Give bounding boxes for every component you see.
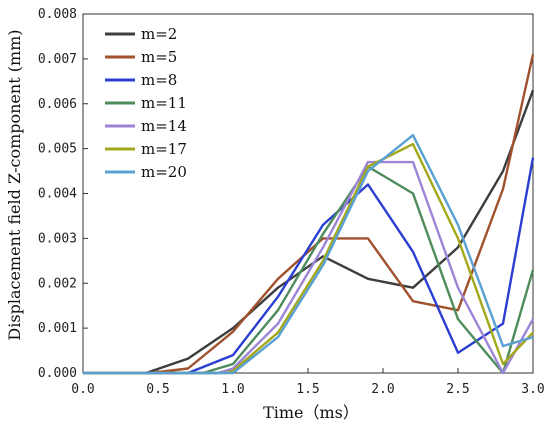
x-tick-label: 1.5 — [296, 382, 319, 397]
legend-label: m=20 — [141, 163, 187, 181]
x-tick-label: 2.5 — [446, 382, 469, 397]
x-tick-label: 0.0 — [71, 382, 94, 397]
y-tick-label: 0.000 — [38, 366, 77, 381]
legend-label: m=2 — [141, 25, 177, 43]
y-tick-label: 0.004 — [38, 187, 77, 202]
y-tick-label: 0.008 — [38, 7, 77, 22]
legend-label: m=5 — [141, 48, 177, 66]
series-line-m-8 — [83, 157, 535, 375]
legend-label: m=14 — [141, 117, 187, 135]
x-tick-label: 3.0 — [521, 382, 544, 397]
series-line-m-14 — [83, 160, 535, 375]
y-axis-label: Displacement field Z-component (mm) — [5, 29, 24, 340]
y-tick-label: 0.006 — [38, 97, 77, 112]
series-line-m-11 — [83, 165, 535, 375]
x-tick-label: 2.0 — [371, 382, 394, 397]
plot-frame — [82, 13, 534, 374]
x-axis-label: Time（ms） — [263, 403, 359, 422]
y-tick-label: 0.007 — [38, 52, 77, 67]
y-tick-label: 0.002 — [38, 276, 77, 291]
legend-label: m=17 — [141, 140, 187, 158]
series-line-m-5 — [83, 54, 535, 375]
y-tick-label: 0.005 — [38, 142, 77, 157]
y-tick-label: 0.001 — [38, 321, 77, 336]
series-line-m-20 — [83, 133, 534, 375]
x-tick-label: 0.5 — [146, 382, 169, 397]
x-tick-label: 1.0 — [221, 382, 244, 397]
series-line-m-2 — [83, 89, 535, 375]
legend-label: m=11 — [141, 94, 187, 112]
y-tick-label: 0.003 — [38, 231, 77, 246]
legend-label: m=8 — [141, 71, 177, 89]
